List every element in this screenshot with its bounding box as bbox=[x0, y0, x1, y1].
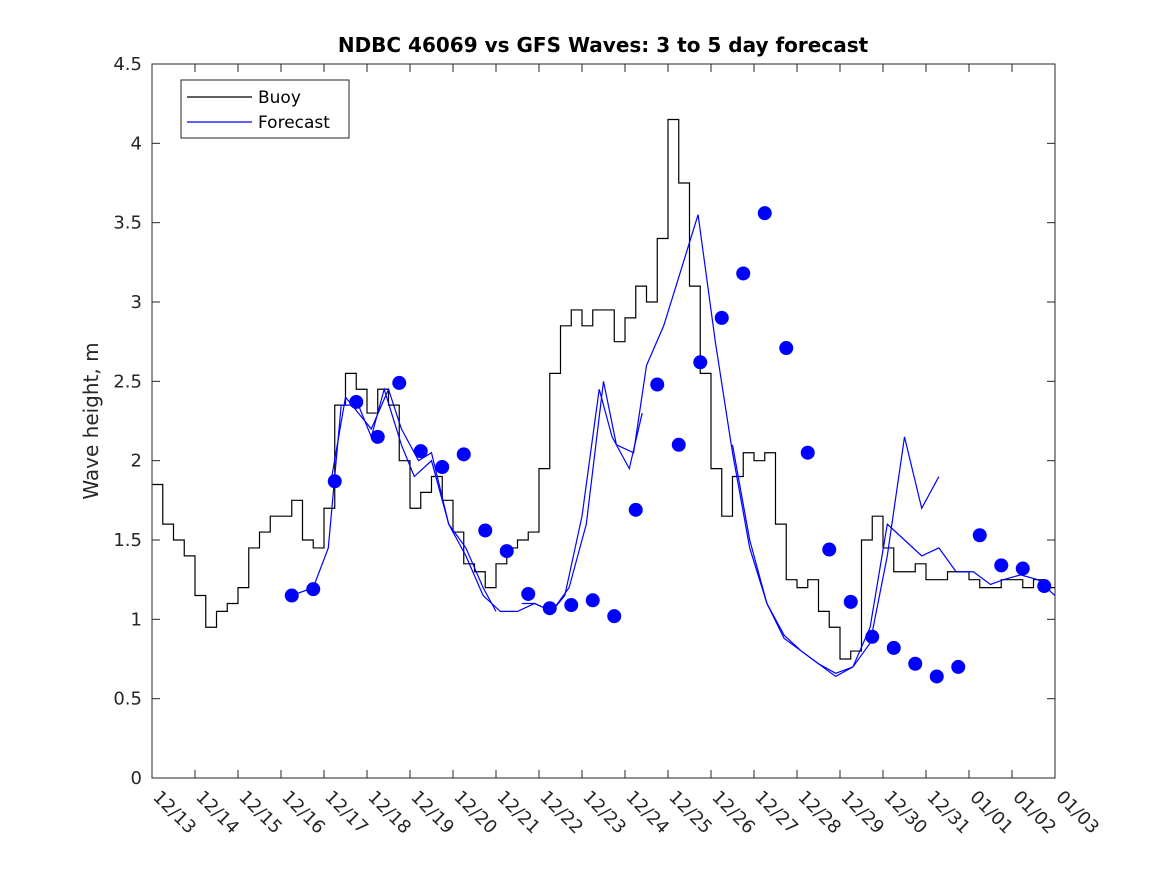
forecast-marker bbox=[693, 355, 708, 370]
y-tick-label: 3 bbox=[131, 292, 142, 313]
forecast-marker bbox=[521, 586, 536, 601]
y-tick-label: 0.5 bbox=[113, 689, 142, 710]
forecast-marker bbox=[757, 206, 772, 221]
series-layer bbox=[152, 118, 1056, 684]
legend-box bbox=[180, 79, 350, 139]
forecast-marker bbox=[1015, 561, 1030, 576]
forecast-marker bbox=[800, 445, 815, 460]
forecast-marker bbox=[714, 310, 729, 325]
forecast-marker bbox=[306, 582, 321, 597]
forecast-marker bbox=[456, 447, 471, 462]
forecast-marker bbox=[435, 460, 450, 475]
legend-label-forecast: Forecast bbox=[258, 113, 330, 133]
forecast-marker bbox=[650, 377, 665, 392]
y-tick-label: 0 bbox=[131, 768, 142, 789]
forecast-marker bbox=[736, 266, 751, 281]
forecast-marker bbox=[628, 502, 643, 517]
forecast-marker bbox=[585, 593, 600, 608]
forecast-marker bbox=[499, 544, 514, 559]
forecast-marker bbox=[370, 429, 385, 444]
forecast-marker bbox=[1037, 579, 1052, 594]
y-tick-label: 2 bbox=[131, 451, 142, 472]
y-tick-label: 4.5 bbox=[113, 54, 142, 75]
y-axis-label: Wave height, m bbox=[79, 342, 103, 499]
forecast-marker bbox=[843, 594, 858, 609]
plot-area bbox=[151, 63, 1056, 779]
buoy-line bbox=[152, 118, 1055, 660]
legend-label-buoy: Buoy bbox=[258, 88, 301, 108]
forecast-marker bbox=[865, 629, 880, 644]
forecast-marker bbox=[929, 669, 944, 684]
chart-title: NDBC 46069 vs GFS Waves: 3 to 5 day fore… bbox=[338, 33, 869, 57]
y-tick-label: 1 bbox=[131, 609, 142, 630]
forecast-marker bbox=[564, 598, 579, 613]
forecast-line-3 bbox=[521, 214, 1056, 674]
forecast-line-4 bbox=[731, 436, 940, 678]
y-tick-label: 3.5 bbox=[113, 213, 142, 234]
forecast-marker bbox=[671, 437, 686, 452]
forecast-marker bbox=[392, 375, 407, 390]
forecast-marker bbox=[972, 528, 987, 543]
y-tick-label: 4 bbox=[131, 133, 142, 154]
y-tick-label: 1.5 bbox=[113, 530, 142, 551]
forecast-line-2 bbox=[329, 387, 643, 613]
forecast-marker bbox=[951, 659, 966, 674]
forecast-marker bbox=[542, 601, 557, 616]
forecast-marker bbox=[413, 444, 428, 459]
forecast-marker bbox=[994, 558, 1009, 573]
y-tick-label: 2.5 bbox=[113, 371, 142, 392]
forecast-marker bbox=[908, 656, 923, 671]
forecast-marker bbox=[886, 640, 901, 655]
forecast-marker bbox=[822, 542, 837, 557]
forecast-line-1 bbox=[291, 387, 497, 612]
forecast-marker bbox=[607, 609, 622, 624]
forecast-marker bbox=[478, 523, 493, 538]
forecast-marker bbox=[327, 474, 342, 489]
forecast-marker bbox=[779, 341, 794, 356]
legend: Buoy Forecast bbox=[180, 79, 350, 139]
y-axis-ticks: 0 0.5 1 1.5 2 2.5 3 3.5 4 4.5 bbox=[113, 54, 1055, 789]
forecast-marker bbox=[284, 588, 299, 603]
forecast-marker bbox=[349, 394, 364, 409]
